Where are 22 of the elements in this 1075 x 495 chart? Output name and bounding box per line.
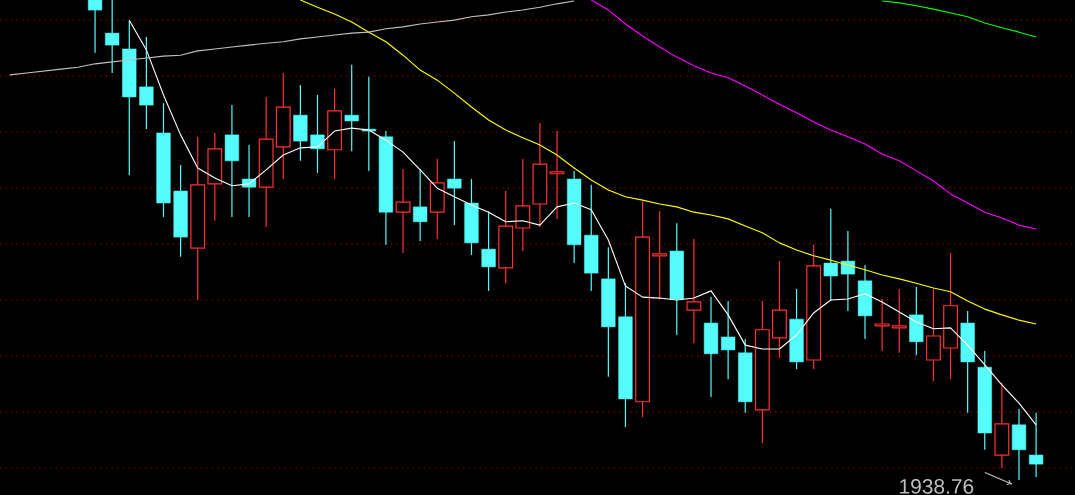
candlestick <box>1029 412 1044 478</box>
candlestick <box>344 64 359 152</box>
candlestick <box>874 298 890 352</box>
candlestick <box>652 210 668 300</box>
candlestick <box>413 168 428 242</box>
candlestick <box>361 76 376 172</box>
candlestick <box>823 208 838 302</box>
candlestick <box>395 168 411 254</box>
candlestick <box>891 288 907 354</box>
candlestick <box>549 130 565 220</box>
candlestick <box>481 210 496 292</box>
candlestick <box>139 36 154 130</box>
candlestick <box>310 94 325 174</box>
candlestick <box>447 140 462 226</box>
candlestick <box>926 288 941 382</box>
candlestick <box>105 0 120 74</box>
candlestick <box>721 300 736 380</box>
candlestick <box>840 230 855 312</box>
annotation: 1938.76 <box>900 478 974 494</box>
candlestick <box>686 238 702 344</box>
candlestick <box>515 158 531 252</box>
candlestick <box>87 0 103 54</box>
